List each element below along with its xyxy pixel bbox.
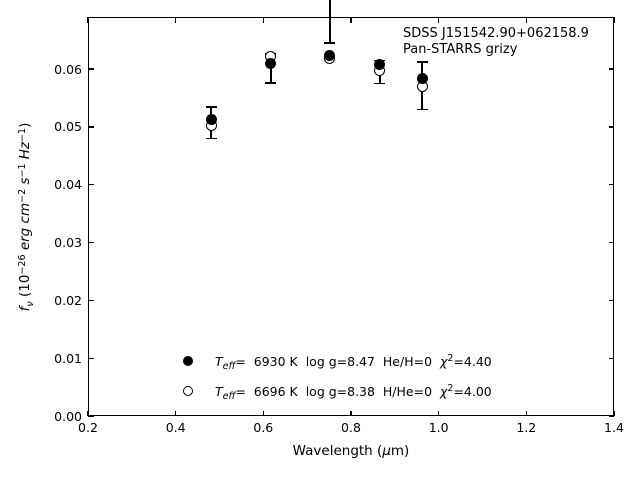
y-right-tick xyxy=(608,241,614,244)
y-axis-label-part: f xyxy=(17,306,33,312)
x-axis-label-text: Wavelength ( xyxy=(292,443,383,459)
y-right-tick xyxy=(608,126,614,128)
model-point-filled xyxy=(324,49,336,61)
x-top-tick xyxy=(87,17,89,23)
x-top-tick xyxy=(262,17,264,23)
y-right-tick xyxy=(608,299,614,301)
target-annotation: SDSS J151542.90+062158.9 Pan-STARRS griz… xyxy=(403,26,589,57)
y-right-tick xyxy=(608,357,614,359)
x-axis-label-unit: m) xyxy=(390,443,410,459)
chi-value: =4.40 xyxy=(453,353,492,369)
filled-circle-icon xyxy=(183,356,193,366)
x-tick-label: 1.0 xyxy=(428,419,449,435)
y-axis-label-part: −2 xyxy=(16,188,28,203)
y-tick-label: 0.02 xyxy=(54,292,82,308)
model-point-filled xyxy=(265,58,277,70)
y-axis-label-part: −1 xyxy=(16,163,28,178)
legend-label-model-h: Teff= 6696 K log g=8.38 H/He=0 χ2=4.00 xyxy=(215,383,492,402)
x-tick-label: 0.8 xyxy=(341,419,361,435)
x-top-tick xyxy=(438,17,440,23)
x-axis-label: Wavelength (μm) xyxy=(201,443,501,459)
y-tick-label: 0.01 xyxy=(54,350,82,366)
y-axis-label-part xyxy=(17,223,33,227)
y-axis-label-part: cm xyxy=(17,202,33,224)
teff-subscript: eff xyxy=(222,391,236,402)
y-tick xyxy=(88,126,94,128)
x-tick xyxy=(175,410,177,416)
x-tick-label: 1.2 xyxy=(516,419,537,435)
model-point-filled xyxy=(374,59,386,71)
y-right-tick xyxy=(608,184,614,186)
errorbar-cap-lower xyxy=(374,82,386,85)
legend-params: = 6696 K log g=8.38 H/He=0 xyxy=(235,383,440,399)
survey-name: Pan-STARRS grizy xyxy=(403,41,518,57)
x-tick xyxy=(87,410,89,416)
legend-row-model-he: Teff= 6930 K log g=8.47 He/H=0 χ2=4.40 xyxy=(183,351,492,372)
teff-subscript: eff xyxy=(222,361,236,372)
x-top-tick xyxy=(525,17,527,23)
teff-symbol: T xyxy=(215,353,223,369)
y-right-tick xyxy=(608,415,614,417)
legend-label-model-he: Teff= 6930 K log g=8.47 He/H=0 χ2=4.40 xyxy=(215,353,492,372)
y-tick xyxy=(88,68,94,70)
y-tick-label: 0.00 xyxy=(54,408,82,424)
x-tick xyxy=(350,410,352,416)
y-axis-label-part: Hz xyxy=(17,141,33,160)
y-tick-label: 0.03 xyxy=(54,235,82,251)
x-tick xyxy=(438,410,440,416)
errorbar-cap-lower xyxy=(265,82,277,84)
y-tick xyxy=(88,241,94,244)
mu-symbol: μ xyxy=(382,443,391,459)
x-tick-label: 1.4 xyxy=(604,419,624,435)
y-axis-label-part: (10 xyxy=(17,274,33,302)
chi-symbol: χ xyxy=(439,383,448,399)
chi-symbol: χ xyxy=(439,353,448,369)
errorbar-cap-lower xyxy=(416,108,428,111)
y-tick xyxy=(88,357,94,359)
y-axis-label-part: −26 xyxy=(16,254,28,275)
y-tick xyxy=(88,184,94,186)
model-point-filled xyxy=(416,72,428,84)
y-tick xyxy=(88,415,94,417)
y-tick-label: 0.04 xyxy=(54,177,82,193)
y-tick-label: 0.06 xyxy=(54,61,82,77)
x-tick xyxy=(262,410,264,416)
clipped-errorbar-cap xyxy=(324,42,336,44)
open-circle-icon xyxy=(183,386,193,396)
y-tick xyxy=(88,299,94,301)
y-axis-label-part: s xyxy=(17,177,33,185)
errorbar-cap-upper xyxy=(416,61,428,63)
x-tick xyxy=(525,410,527,416)
chi-superscript: 2 xyxy=(447,383,454,394)
clipped-errorbar-line xyxy=(329,0,331,44)
x-tick-label: 0.6 xyxy=(253,419,274,435)
legend-params: = 6930 K log g=8.47 He/H=0 xyxy=(235,353,440,369)
x-tick-label: 0.4 xyxy=(165,419,186,435)
legend-row-model-h: Teff= 6696 K log g=8.38 H/He=0 χ2=4.00 xyxy=(183,381,492,402)
y-axis-label-part: −1 xyxy=(16,127,28,142)
x-tick xyxy=(613,410,615,416)
y-right-tick xyxy=(608,68,614,70)
model-point-filled xyxy=(205,114,217,126)
x-top-tick xyxy=(350,17,352,23)
chi-value: =4.00 xyxy=(453,383,492,399)
teff-symbol: T xyxy=(215,383,223,399)
target-name: SDSS J151542.90+062158.9 xyxy=(403,26,589,41)
y-axis-label-part: erg xyxy=(17,227,33,251)
x-tick-label: 0.2 xyxy=(78,419,98,435)
x-top-tick xyxy=(613,17,615,23)
errorbar-cap-lower xyxy=(205,137,217,140)
errorbar-cap-upper xyxy=(205,106,217,109)
y-tick-label: 0.05 xyxy=(54,119,82,135)
x-top-tick xyxy=(175,17,177,23)
chi-superscript: 2 xyxy=(447,353,454,364)
legend: Teff= 6930 K log g=8.47 He/H=0 χ2=4.40 T… xyxy=(183,351,492,411)
